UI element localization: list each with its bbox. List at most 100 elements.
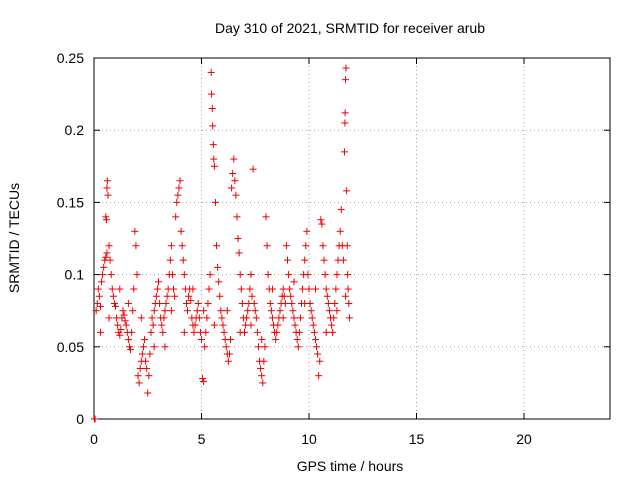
data-point [309,321,317,329]
y-axis-label: SRMTID / TECUs [6,183,22,293]
data-point [193,307,201,315]
data-point [246,285,254,293]
data-point [343,242,351,250]
data-point [333,271,341,279]
data-point [229,170,237,178]
data-point [105,314,113,322]
data-point [247,271,255,279]
data-point [199,375,207,383]
data-point [119,307,127,315]
data-point [190,328,198,336]
data-point [213,242,221,250]
data-point [316,357,324,365]
data-point [158,321,166,329]
data-point [121,317,129,325]
data-point [167,242,175,250]
data-point [207,68,215,76]
data-point [250,299,258,307]
data-point [222,343,230,351]
data-point [99,271,107,279]
data-point [307,307,315,315]
data-point [143,364,151,372]
data-point [98,278,106,286]
data-point [93,299,101,307]
data-point [288,299,296,307]
data-point [342,64,350,72]
data-point [132,242,140,250]
data-point [124,299,132,307]
data-point [337,206,345,214]
data-point [180,328,188,336]
data-point [225,350,233,358]
data-point [108,285,116,293]
data-point [194,299,202,307]
axes: 0 5 10 15 20 0 0.05 0.1 0.15 0.2 0.25 [57,50,610,447]
data-point [146,350,154,358]
data-point [156,299,164,307]
y-tick-label: 0.1 [65,267,85,283]
data-point [254,343,262,351]
data-point [268,314,276,322]
data-points [90,64,353,423]
data-point [149,321,157,329]
data-point [214,263,222,271]
data-point [318,220,326,228]
data-point [114,321,122,329]
data-point [262,213,270,221]
data-point [191,321,199,329]
data-point [148,314,156,322]
data-point [236,328,244,336]
data-point [102,253,110,261]
data-point [322,285,330,293]
data-point [279,285,287,293]
data-point [319,242,327,250]
data-point [150,343,158,351]
data-point [258,336,266,344]
data-point [232,191,240,199]
data-point [92,307,100,315]
x-axis-label: GPS time / hours [297,458,404,474]
x-tick-label: 5 [198,431,206,447]
data-point [274,321,282,329]
data-point [329,328,337,336]
data-point [177,227,185,235]
data-point [323,292,331,300]
data-point [328,321,336,329]
data-point [201,343,209,351]
data-point [128,328,136,336]
data-point [218,314,226,322]
data-point [342,292,350,300]
data-point [244,307,252,315]
data-point [345,299,353,307]
data-point [224,357,232,365]
data-point [172,213,180,221]
data-point [134,372,142,380]
data-point [125,343,133,351]
data-point [209,141,217,149]
data-point [290,278,298,286]
data-point [299,285,307,293]
y-tick-label: 0 [76,411,84,427]
data-point [142,357,150,365]
data-point [342,76,350,84]
data-point [289,307,297,315]
data-point [251,307,259,315]
data-point [96,328,104,336]
plot-frame [93,57,611,420]
data-point [238,299,246,307]
data-point [150,307,158,315]
data-point [175,184,183,192]
data-point [133,271,141,279]
data-point [116,331,124,339]
data-point [109,292,117,300]
data-point [145,372,153,380]
data-point [127,346,135,354]
data-point [107,271,115,279]
data-point [139,343,147,351]
data-point [182,299,190,307]
data-point [345,314,353,322]
data-point [204,299,212,307]
data-point [95,292,103,300]
data-point [344,271,352,279]
data-point [294,343,302,351]
